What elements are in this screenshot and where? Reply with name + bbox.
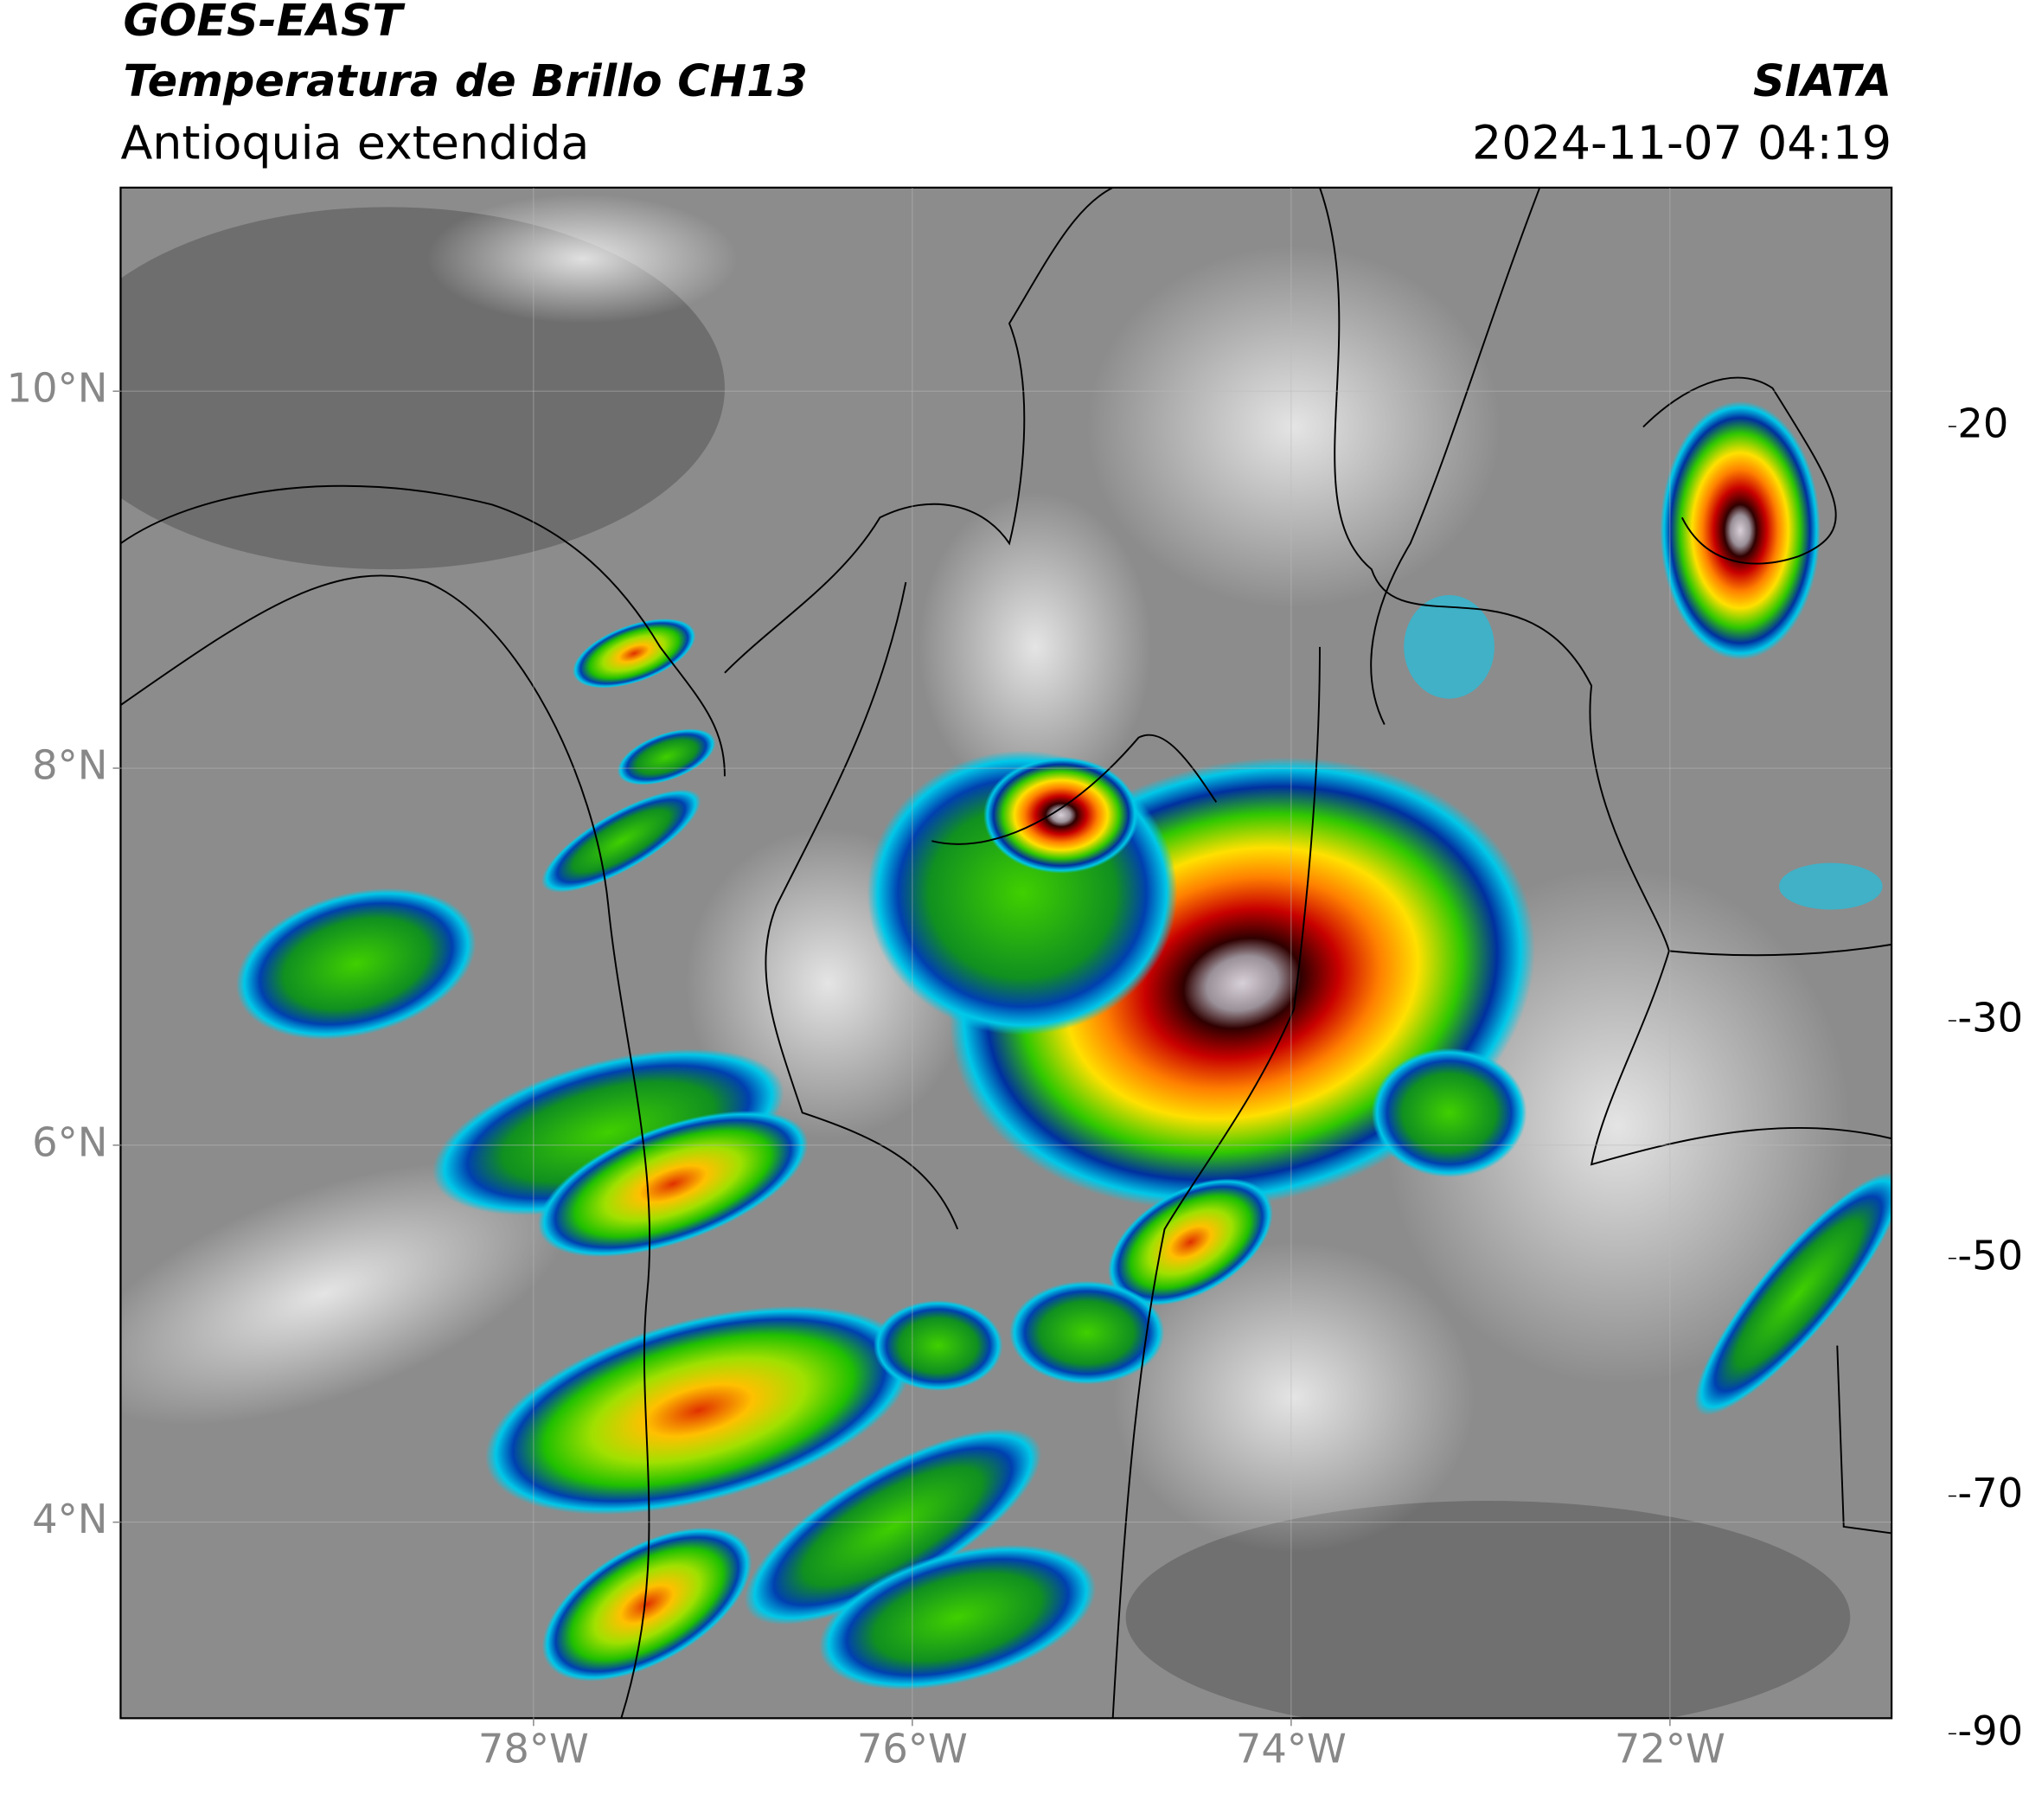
region: Antioquia extendida	[120, 116, 589, 170]
y-tick-label: 6°N	[32, 1118, 107, 1165]
product: Temperatura de Brillo CH13	[123, 55, 807, 106]
y-tick-label: 8°N	[32, 742, 107, 789]
y-tick-label: 4°N	[32, 1496, 107, 1542]
colorbar-tick-label: -90	[1957, 1708, 2023, 1754]
x-tick-label: 74°W	[1236, 1726, 1347, 1772]
x-tick-label: 72°W	[1615, 1726, 1725, 1772]
organization: SIATA	[1753, 55, 1891, 106]
colorbar-tick-label: -70	[1957, 1470, 2023, 1516]
satellite-image	[120, 187, 1892, 1719]
source: GOES-EAST	[123, 0, 406, 46]
colorbar-tick-label: -30	[1957, 995, 2023, 1041]
x-tick-label: 76°W	[857, 1726, 968, 1772]
map-frame	[119, 186, 1893, 1720]
timestamp: 2024-11-07 04:19	[1472, 116, 1891, 170]
y-tick-label: 10°N	[7, 365, 108, 412]
colorbar-tick-label: -50	[1957, 1232, 2023, 1278]
x-tick-label: 78°W	[478, 1726, 589, 1772]
colorbar-tick-label: 20	[1957, 401, 2008, 447]
